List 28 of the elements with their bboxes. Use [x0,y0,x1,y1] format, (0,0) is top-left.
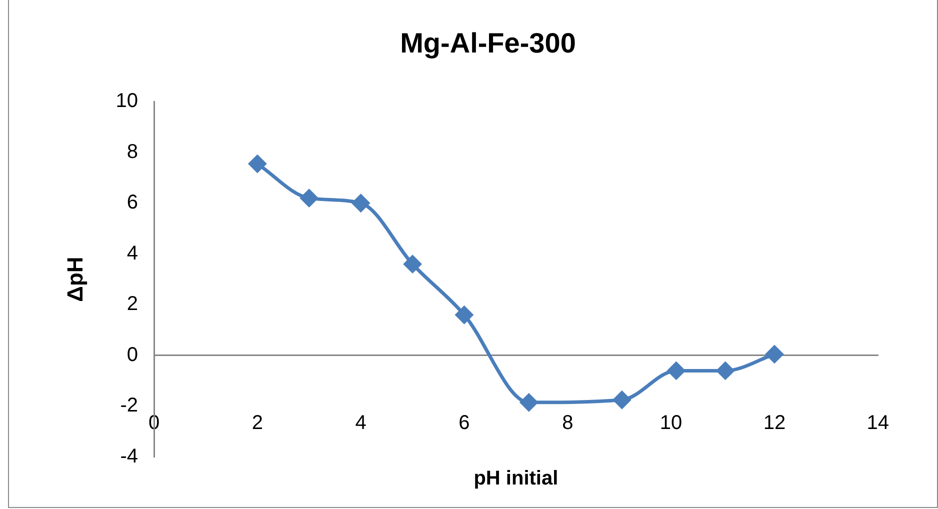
x-tick-label: 6 [458,412,470,434]
x-tick-label: 4 [355,412,366,434]
point [300,189,318,207]
y-tick-label: 10 [116,90,138,112]
x-tick-label: 10 [660,412,682,434]
y-tick-label: 6 [126,192,138,214]
x-tick-label: 8 [562,412,574,434]
x-tick-label: 12 [763,412,786,434]
y-tick-label: 4 [126,242,138,264]
chart-title: Mg-Al-Fe-300 [400,28,576,59]
point [404,255,422,273]
x-axis-title: pH initial [474,468,558,490]
point [248,155,266,173]
point [667,362,685,380]
y-tick-label: -2 [120,394,138,417]
y-tick-label: -4 [120,446,138,468]
point [455,306,473,324]
x-tick-label: 14 [866,412,889,434]
y-tick-label: 8 [126,140,138,163]
point [520,394,538,412]
point [352,194,370,212]
x-tick-label: 2 [252,412,263,434]
point [766,345,784,363]
y-tick-label: 0 [126,344,138,366]
point [716,362,734,380]
point [613,391,631,409]
y-axis-title: ΔpH [62,256,88,302]
y-tick-label: 2 [126,293,138,316]
